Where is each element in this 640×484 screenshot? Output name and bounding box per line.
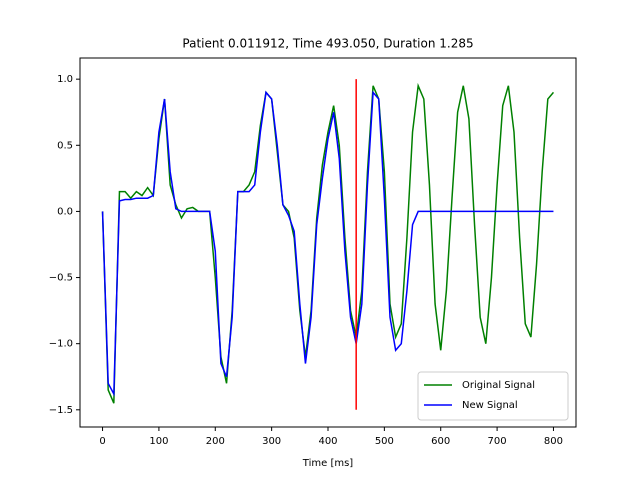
x-tick-label: 0 <box>99 436 105 447</box>
x-axis-label: Time [ms] <box>302 458 354 469</box>
x-tick-label: 400 <box>318 436 337 447</box>
legend-label: Original Signal <box>462 380 535 391</box>
y-tick-label: 0.0 <box>57 206 73 217</box>
x-tick-label: 300 <box>262 436 281 447</box>
series-line <box>101 82 555 404</box>
series-line <box>101 90 554 397</box>
y-tick-label: −0.5 <box>49 273 73 284</box>
y-tick-label: −1.5 <box>49 405 73 416</box>
axes-frame <box>79 57 577 428</box>
y-tick-label: 0.5 <box>57 140 73 151</box>
legend-box <box>417 371 569 421</box>
x-tick-label: 600 <box>431 436 450 447</box>
x-tick-label: 700 <box>488 436 507 447</box>
chart-title: Patient 0.011912, Time 493.050, Duration… <box>182 37 473 51</box>
y-tick-label: −1.0 <box>49 339 73 350</box>
legend-label: New Signal <box>462 400 518 411</box>
x-tick-label: 500 <box>375 436 394 447</box>
x-tick-label: 100 <box>149 436 168 447</box>
y-tick-label: 1.0 <box>57 74 73 85</box>
x-tick-label: 800 <box>544 436 563 447</box>
x-tick-label: 200 <box>206 436 225 447</box>
